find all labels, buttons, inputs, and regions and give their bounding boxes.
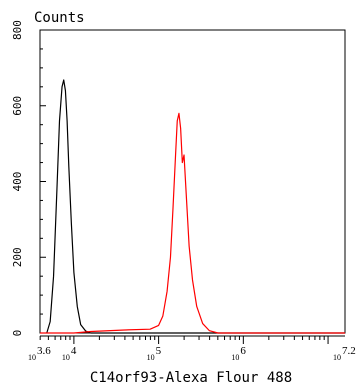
y-tick-label: 600 (11, 96, 24, 116)
series-layer (40, 79, 345, 334)
x-tick-base: 10 (62, 353, 70, 362)
y-tick-label: 400 (11, 172, 24, 192)
plot-frame (39, 29, 346, 334)
x-tick-label: 103.6 (28, 345, 51, 362)
y-axis-ticks (40, 29, 46, 334)
x-tick-base: 10 (231, 353, 239, 362)
x-tick-label: 106 (231, 345, 246, 362)
y-tick-label: 800 (11, 20, 24, 40)
y-tick-labels: 0 200 400 600 800 (11, 20, 24, 336)
x-tick-label: 107.2 (333, 345, 356, 362)
x-tick-exponent: 4 (71, 345, 77, 357)
series-line-2 (40, 112, 345, 334)
series-line-1 (46, 79, 345, 334)
x-tick-label: 105 (147, 345, 162, 362)
x-tick-base: 10 (28, 353, 36, 362)
x-tick-base: 10 (147, 353, 155, 362)
y-tick-label: 200 (11, 247, 24, 267)
x-axis-label: C14orf93-Alexa Flour 488 (90, 370, 292, 386)
x-axis-ticks (39, 336, 329, 344)
x-tick-exponent: 6 (240, 345, 246, 357)
x-tick-exponent: 7.2 (342, 345, 356, 357)
x-tick-exponent: 5 (156, 345, 162, 357)
x-tick-base: 10 (333, 353, 341, 362)
y-axis-label: Counts (34, 10, 85, 26)
x-tick-exponent: 3.6 (37, 345, 51, 357)
y-tick-label: 0 (11, 330, 24, 337)
x-tick-label: 104 (62, 345, 77, 362)
